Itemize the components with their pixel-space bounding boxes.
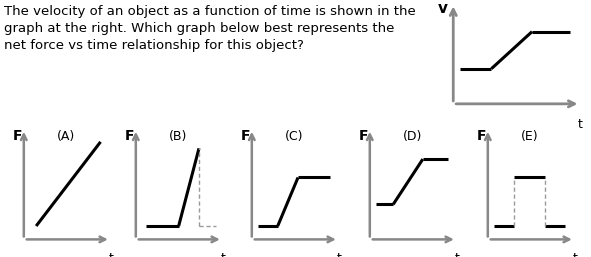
Text: t: t	[578, 118, 583, 131]
Text: F: F	[359, 129, 368, 143]
Text: t: t	[454, 252, 459, 257]
Text: (D): (D)	[403, 130, 422, 143]
Text: t: t	[336, 252, 341, 257]
Text: F: F	[125, 129, 134, 143]
Text: (A): (A)	[57, 130, 75, 143]
Text: F: F	[13, 129, 22, 143]
Text: v: v	[438, 1, 448, 16]
Text: (B): (B)	[169, 130, 187, 143]
Text: F: F	[477, 129, 486, 143]
Text: (C): (C)	[285, 130, 303, 143]
Text: (E): (E)	[521, 130, 538, 143]
Text: t: t	[108, 252, 113, 257]
Text: t: t	[572, 252, 577, 257]
Text: The velocity of an object as a function of time is shown in the
graph at the rig: The velocity of an object as a function …	[4, 5, 416, 52]
Text: F: F	[241, 129, 251, 143]
Text: t: t	[220, 252, 225, 257]
